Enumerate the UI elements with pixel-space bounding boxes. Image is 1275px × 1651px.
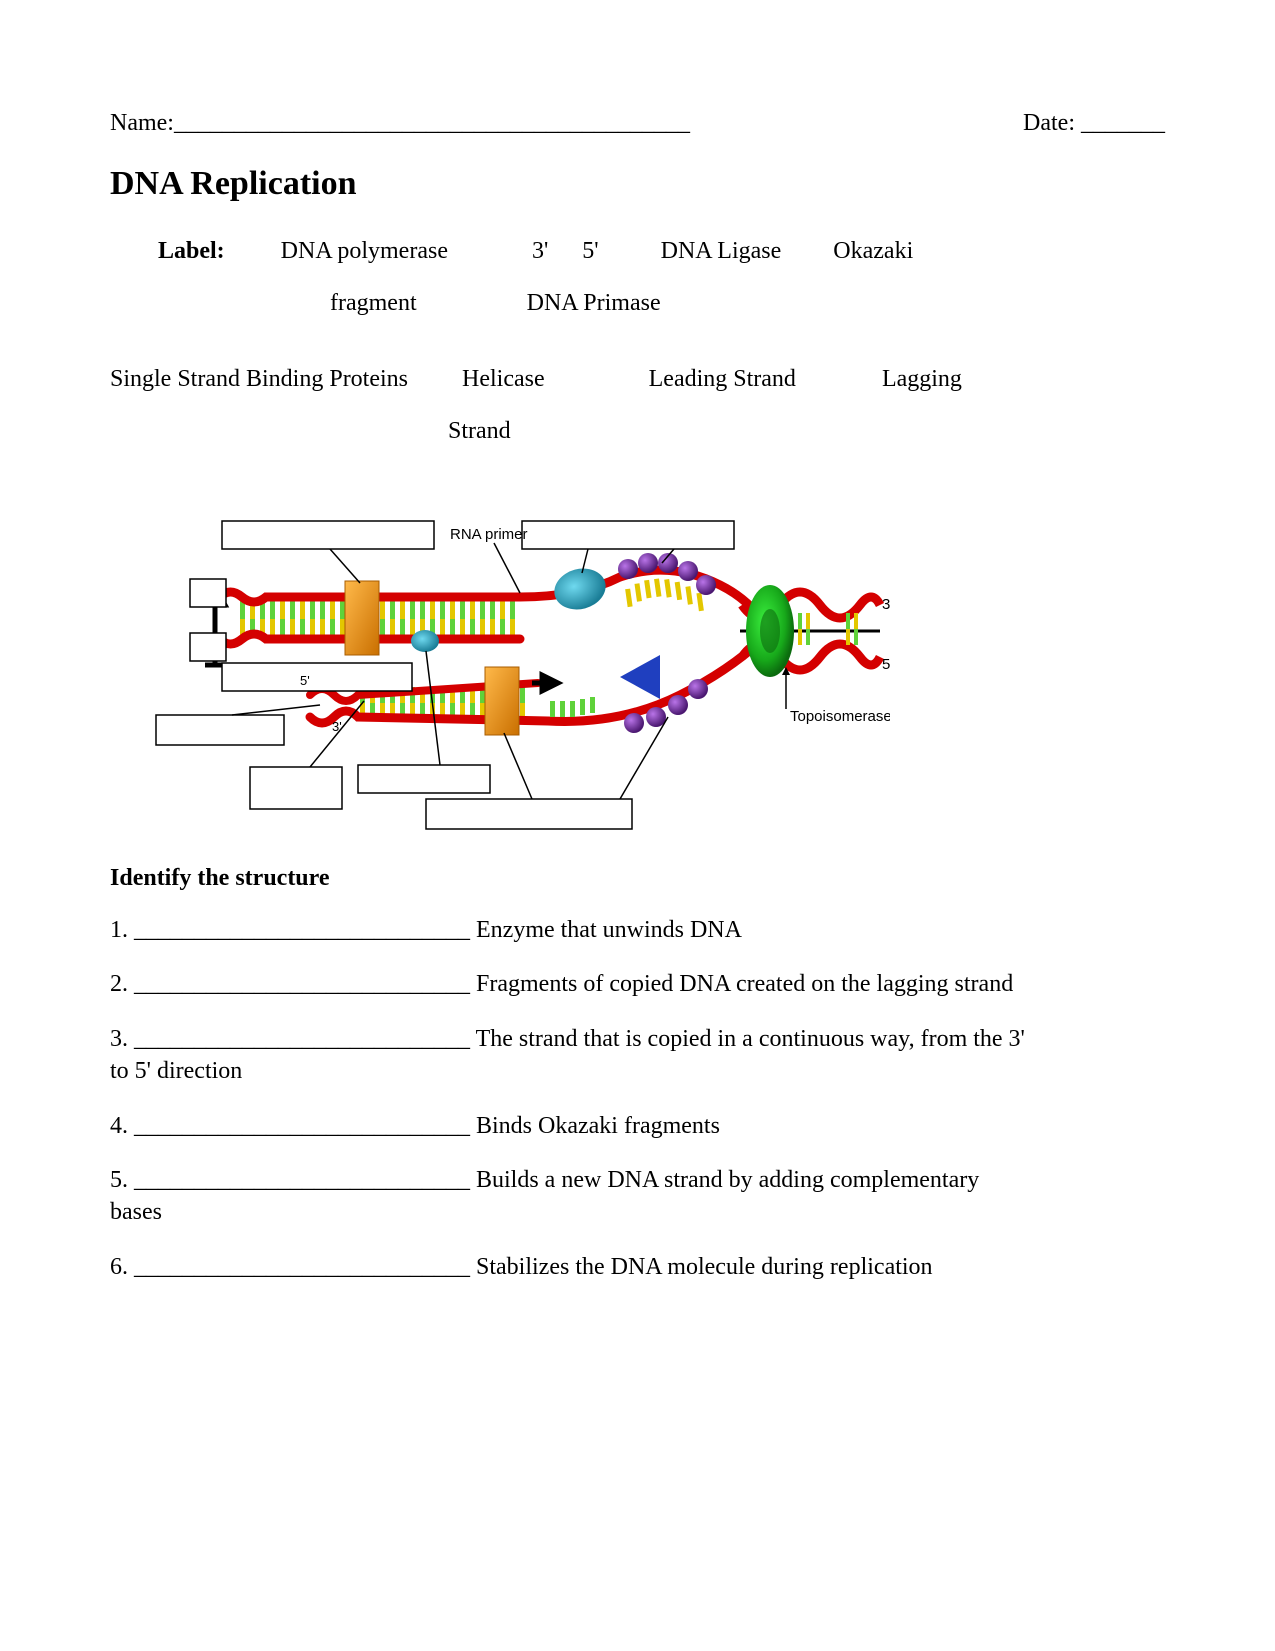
q-cont: to 5' direction bbox=[110, 1058, 242, 1084]
q-blank: ____________________________ bbox=[134, 971, 470, 997]
wb-item: DNA Ligase bbox=[661, 227, 782, 275]
wb-item: Helicase bbox=[462, 355, 545, 403]
q-blank: ____________________________ bbox=[134, 1167, 470, 1193]
wb-item: DNA Primase bbox=[527, 279, 661, 327]
q-blank: ____________________________ bbox=[134, 1254, 470, 1280]
label-heading: Label: bbox=[158, 227, 225, 275]
identify-heading: Identify the structure bbox=[110, 865, 1165, 892]
replication-diagram: RNA primer 3' 5' Topoisomerase 5' 3' bbox=[150, 505, 890, 835]
name-line: ________________________________________… bbox=[174, 110, 690, 136]
wb-item: Lagging bbox=[882, 355, 962, 403]
worksheet-page: Name:___________________________________… bbox=[0, 0, 1275, 1651]
svg-text:5': 5' bbox=[882, 656, 890, 673]
q-desc: Enzyme that unwinds DNA bbox=[476, 917, 742, 943]
q-num: 3. bbox=[110, 1026, 128, 1052]
question-5[interactable]: 5. ____________________________ Builds a… bbox=[110, 1164, 1165, 1229]
wb-item: 3' bbox=[532, 227, 548, 275]
wb-item: Strand bbox=[448, 407, 511, 455]
wb-item: Leading Strand bbox=[649, 355, 796, 403]
wb-item: 5' bbox=[582, 227, 598, 275]
header-row: Name:___________________________________… bbox=[110, 110, 1165, 137]
date-field[interactable]: Date: _______ bbox=[1023, 110, 1165, 137]
question-2[interactable]: 2. ____________________________ Fragment… bbox=[110, 968, 1165, 1000]
q-num: 5. bbox=[110, 1167, 128, 1193]
q-cont: bases bbox=[110, 1199, 162, 1225]
q-num: 4. bbox=[110, 1113, 128, 1139]
rna-primer-label: RNA primer bbox=[450, 526, 528, 543]
question-3[interactable]: 3. ____________________________ The stra… bbox=[110, 1023, 1165, 1088]
name-field[interactable]: Name:___________________________________… bbox=[110, 110, 690, 137]
word-bank: Label: DNA polymerase 3' 5' DNA Ligase O… bbox=[110, 227, 1165, 455]
q-blank: ____________________________ bbox=[134, 917, 470, 943]
svg-text:5': 5' bbox=[300, 673, 310, 688]
page-title: DNA Replication bbox=[110, 165, 1165, 203]
q-desc: The strand that is copied in a continuou… bbox=[476, 1026, 1025, 1052]
q-desc: Stabilizes the DNA molecule during repli… bbox=[476, 1254, 933, 1280]
svg-text:3': 3' bbox=[882, 596, 890, 613]
svg-text:3': 3' bbox=[332, 719, 342, 734]
question-4[interactable]: 4. ____________________________ Binds Ok… bbox=[110, 1110, 1165, 1142]
wb-item: fragment bbox=[330, 279, 417, 327]
wb-item: Okazaki bbox=[833, 227, 913, 275]
wb-item: DNA polymerase bbox=[281, 227, 448, 275]
q-num: 6. bbox=[110, 1254, 128, 1280]
svg-text:Topoisomerase: Topoisomerase bbox=[790, 708, 890, 725]
q-blank: ____________________________ bbox=[134, 1113, 470, 1139]
question-1[interactable]: 1. ____________________________ Enzyme t… bbox=[110, 914, 1165, 946]
q-desc: Binds Okazaki fragments bbox=[476, 1113, 720, 1139]
date-line: _______ bbox=[1081, 110, 1165, 136]
name-label: Name: bbox=[110, 110, 174, 136]
date-label: Date: bbox=[1023, 110, 1075, 136]
q-desc: Builds a new DNA strand by adding comple… bbox=[476, 1167, 979, 1193]
q-desc: Fragments of copied DNA created on the l… bbox=[476, 971, 1013, 997]
question-6[interactable]: 6. ____________________________ Stabiliz… bbox=[110, 1251, 1165, 1283]
q-blank: ____________________________ bbox=[134, 1026, 470, 1052]
q-num: 2. bbox=[110, 971, 128, 997]
q-num: 1. bbox=[110, 917, 128, 943]
wb-item: Single Strand Binding Proteins bbox=[110, 355, 408, 403]
